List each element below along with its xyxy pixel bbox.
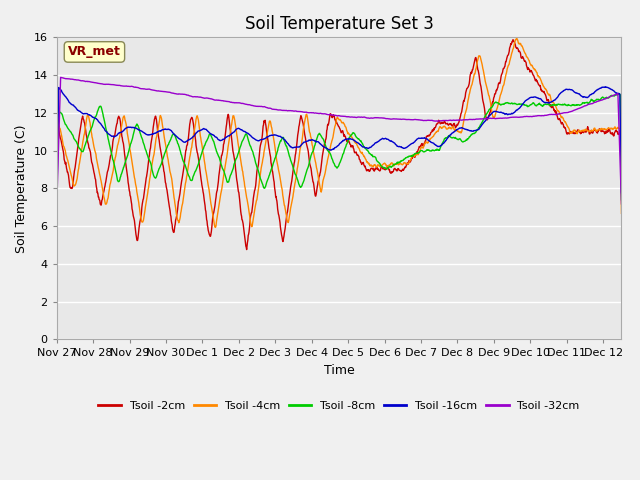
Tsoil -4cm: [428, 135, 435, 141]
Tsoil -4cm: [551, 102, 559, 108]
Tsoil -4cm: [53, 204, 61, 209]
Tsoil -32cm: [53, 205, 61, 211]
Line: Tsoil -32cm: Tsoil -32cm: [57, 77, 621, 208]
Tsoil -16cm: [179, 138, 186, 144]
Tsoil -2cm: [164, 198, 172, 204]
Tsoil -8cm: [164, 142, 172, 147]
X-axis label: Time: Time: [324, 364, 355, 377]
Tsoil -2cm: [428, 130, 435, 135]
Tsoil -4cm: [179, 202, 186, 207]
Tsoil -32cm: [179, 91, 186, 97]
Tsoil -32cm: [551, 111, 559, 117]
Line: Tsoil -2cm: Tsoil -2cm: [57, 40, 621, 250]
Tsoil -2cm: [243, 247, 250, 252]
Tsoil -16cm: [164, 126, 172, 132]
Tsoil -32cm: [57, 74, 65, 80]
Title: Soil Temperature Set 3: Soil Temperature Set 3: [244, 15, 433, 33]
Tsoil -8cm: [618, 197, 625, 203]
Y-axis label: Soil Temperature (C): Soil Temperature (C): [15, 124, 28, 252]
Tsoil -2cm: [618, 180, 625, 186]
Tsoil -2cm: [53, 227, 61, 233]
Tsoil -4cm: [211, 225, 219, 230]
Tsoil -8cm: [550, 101, 558, 107]
Tsoil -16cm: [550, 97, 558, 103]
Tsoil -2cm: [242, 240, 250, 246]
Legend: Tsoil -2cm, Tsoil -4cm, Tsoil -8cm, Tsoil -16cm, Tsoil -32cm: Tsoil -2cm, Tsoil -4cm, Tsoil -8cm, Tsoi…: [94, 396, 584, 415]
Tsoil -2cm: [551, 109, 559, 115]
Tsoil -16cm: [602, 84, 609, 90]
Tsoil -32cm: [501, 115, 509, 121]
Line: Tsoil -16cm: Tsoil -16cm: [57, 87, 621, 213]
Tsoil -32cm: [242, 101, 250, 107]
Tsoil -2cm: [501, 64, 509, 70]
Tsoil -8cm: [179, 156, 186, 161]
Tsoil -2cm: [179, 175, 186, 180]
Tsoil -8cm: [242, 132, 250, 137]
Tsoil -4cm: [501, 77, 509, 83]
Line: Tsoil -8cm: Tsoil -8cm: [57, 94, 621, 208]
Tsoil -16cm: [53, 210, 61, 216]
Tsoil -16cm: [242, 129, 250, 135]
Tsoil -2cm: [509, 37, 517, 43]
Tsoil -8cm: [500, 101, 508, 107]
Tsoil -4cm: [164, 160, 172, 166]
Tsoil -32cm: [618, 201, 625, 207]
Tsoil -4cm: [242, 191, 250, 196]
Tsoil -32cm: [428, 118, 435, 123]
Line: Tsoil -4cm: Tsoil -4cm: [57, 38, 621, 228]
Text: VR_met: VR_met: [68, 46, 121, 59]
Tsoil -4cm: [513, 35, 520, 41]
Tsoil -8cm: [427, 148, 435, 154]
Tsoil -8cm: [616, 91, 623, 97]
Tsoil -16cm: [618, 190, 625, 195]
Tsoil -16cm: [500, 111, 508, 117]
Tsoil -32cm: [165, 89, 173, 95]
Tsoil -8cm: [53, 205, 61, 211]
Tsoil -4cm: [618, 210, 625, 216]
Tsoil -16cm: [427, 139, 435, 145]
